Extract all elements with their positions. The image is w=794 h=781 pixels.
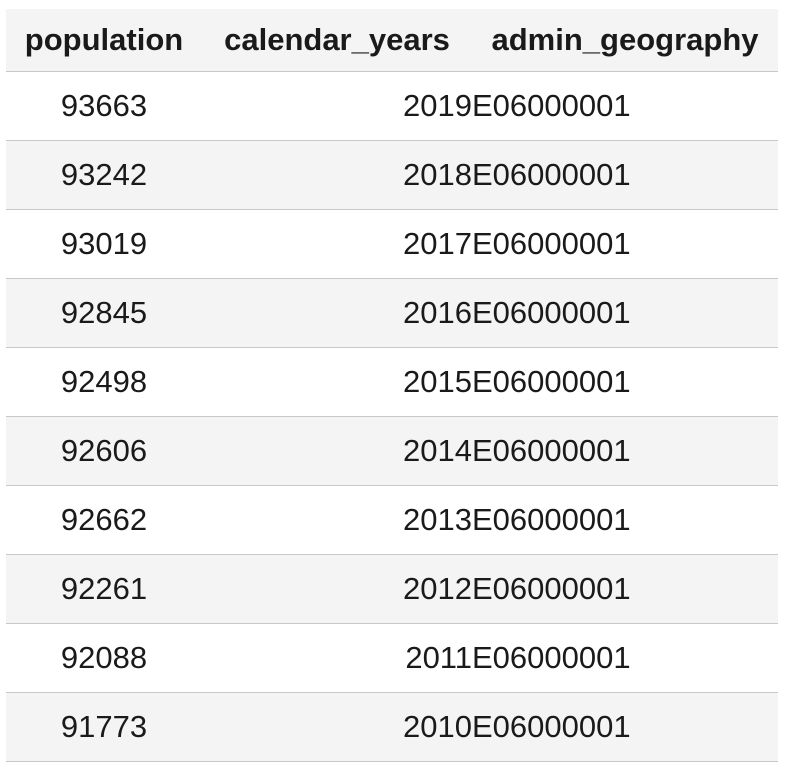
cell-population: 92261	[6, 554, 202, 624]
table-header: population calendar_years admin_geograph…	[6, 9, 778, 72]
cell-population: 92606	[6, 416, 202, 486]
header-population: population	[6, 9, 202, 72]
cell-population: 93663	[6, 71, 202, 141]
table-row: 92088 2011 E06000001	[6, 623, 778, 693]
cell-population: 93019	[6, 209, 202, 279]
cell-calendar-year: 2016	[202, 278, 472, 348]
table-row: 92845 2016 E06000001	[6, 278, 778, 348]
cell-calendar-year: 2013	[202, 485, 472, 555]
table-row: 93242 2018 E06000001	[6, 140, 778, 210]
cell-admin-geography: E06000001	[472, 485, 778, 555]
table-row: 91773 2010 E06000001	[6, 692, 778, 762]
cell-admin-geography: E06000001	[472, 140, 778, 210]
cell-admin-geography: E06000001	[472, 71, 778, 141]
table-row: 92498 2015 E06000001	[6, 347, 778, 417]
cell-calendar-year: 2014	[202, 416, 472, 486]
cell-calendar-year: 2017	[202, 209, 472, 279]
cell-calendar-year: 2011	[202, 623, 472, 693]
table-row: 93019 2017 E06000001	[6, 209, 778, 279]
cell-admin-geography: E06000001	[472, 278, 778, 348]
cell-population: 92498	[6, 347, 202, 417]
cell-admin-geography: E06000001	[472, 554, 778, 624]
cell-calendar-year: 2010	[202, 692, 472, 762]
cell-admin-geography: E06000001	[472, 347, 778, 417]
cell-population: 92662	[6, 485, 202, 555]
table-row: 92606 2014 E06000001	[6, 416, 778, 486]
cell-admin-geography: E06000001	[472, 623, 778, 693]
header-row: population calendar_years admin_geograph…	[6, 9, 778, 72]
cell-admin-geography: E06000001	[472, 416, 778, 486]
cell-population: 91773	[6, 692, 202, 762]
data-table: population calendar_years admin_geograph…	[6, 9, 778, 762]
header-calendar-years: calendar_years	[202, 9, 472, 72]
cell-population: 92845	[6, 278, 202, 348]
table-row: 93663 2019 E06000001	[6, 71, 778, 141]
cell-admin-geography: E06000001	[472, 692, 778, 762]
cell-calendar-year: 2018	[202, 140, 472, 210]
cell-calendar-year: 2015	[202, 347, 472, 417]
cell-calendar-year: 2019	[202, 71, 472, 141]
cell-calendar-year: 2012	[202, 554, 472, 624]
header-admin-geography: admin_geography	[472, 9, 778, 72]
cell-population: 93242	[6, 140, 202, 210]
cell-population: 92088	[6, 623, 202, 693]
table-body: 93663 2019 E06000001 93242 2018 E0600000…	[6, 71, 778, 762]
table-row: 92662 2013 E06000001	[6, 485, 778, 555]
cell-admin-geography: E06000001	[472, 209, 778, 279]
table-row: 92261 2012 E06000001	[6, 554, 778, 624]
